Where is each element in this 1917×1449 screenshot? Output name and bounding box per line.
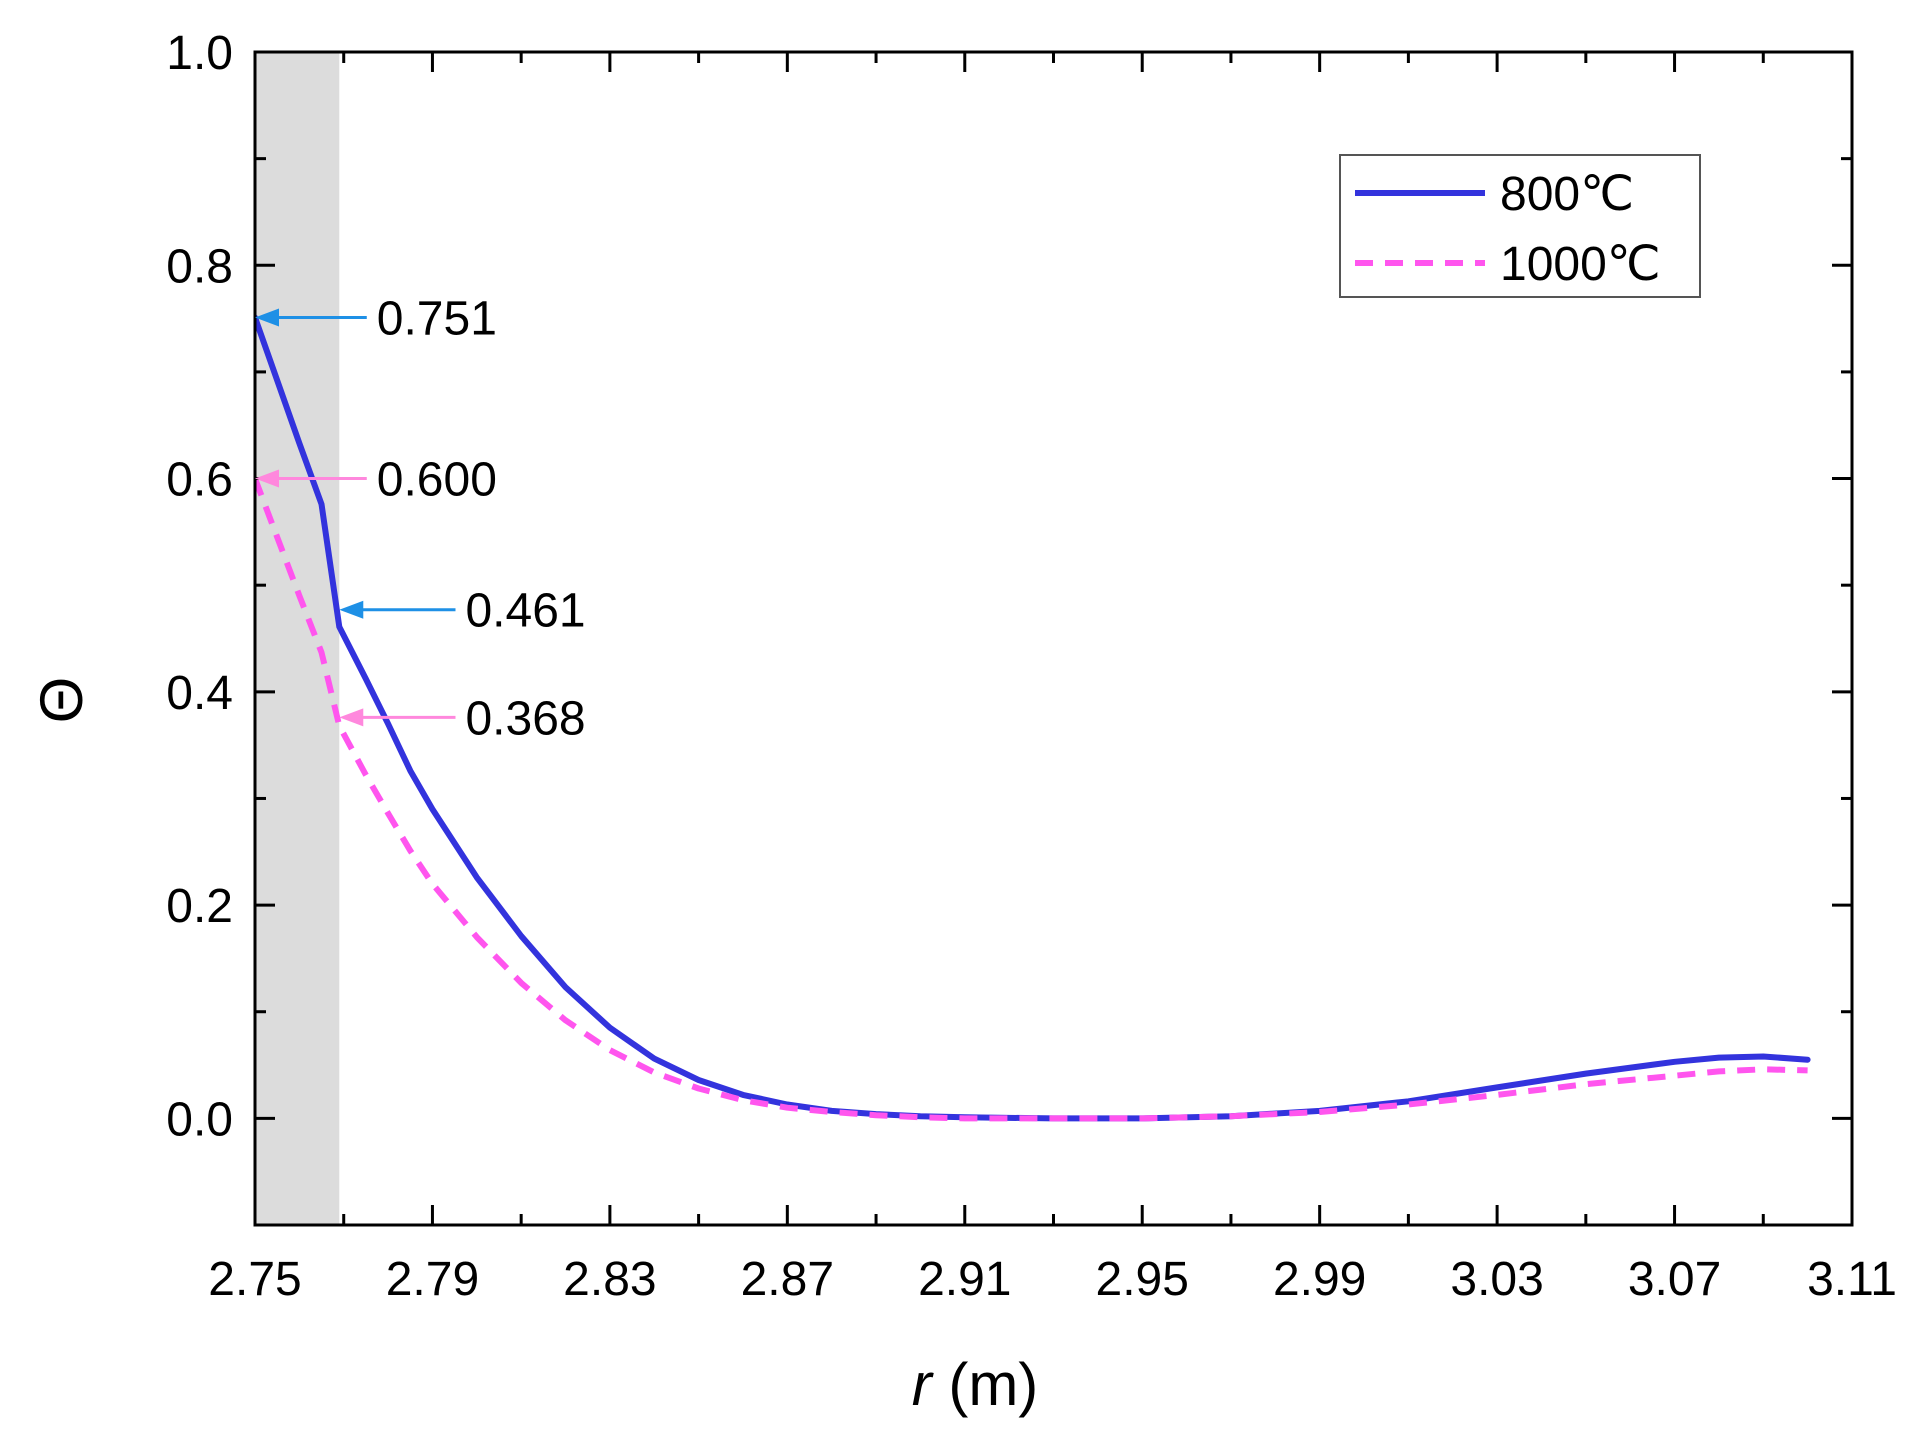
annotation-arrow-head-0 [255,308,279,327]
x-tick-label: 2.83 [563,1253,656,1306]
x-axis-variable: r [912,1351,934,1418]
x-tick-label: 2.99 [1273,1253,1366,1306]
x-tick-label: 2.91 [918,1253,1011,1306]
x-tick-label: 3.03 [1450,1253,1543,1306]
legend-label-0: 800℃ [1500,168,1634,221]
x-axis-title: r (m) [912,1351,1039,1418]
y-tick-label: 0.0 [166,1093,233,1146]
annotation-label-2: 0.461 [465,585,585,638]
y-tick-label: 0.2 [166,880,233,933]
x-tick-label: 2.87 [741,1253,834,1306]
x-tick-label: 3.07 [1628,1253,1721,1306]
annotation-label-0: 0.751 [377,293,497,346]
x-tick-label: 2.75 [208,1253,301,1306]
annotation-label-1: 0.600 [377,454,497,507]
shaded-region [255,52,340,1225]
annotation-layer: 0.751 0.600 0.461 0.368 [255,293,586,745]
series-line-0 [255,314,1811,1122]
x-axis-unit: (m) [932,1351,1039,1418]
y-tick-label: 0.8 [166,240,233,293]
y-tick-label: 0.4 [166,667,233,720]
series-line-1 [255,477,1808,1122]
annotation-label-3: 0.368 [465,692,585,745]
shaded-region-layer [255,52,340,1225]
legend-label-1: 1000℃ [1500,238,1661,291]
tick-layer: 2.75 2.79 2.83 2.87 2.91 2.95 2.99 3.03 3.07 3.11… [166,27,1897,1306]
series-layer [255,314,1811,1122]
x-tick-label: 3.11 [1807,1253,1897,1306]
y-tick-label: 1.0 [166,27,233,80]
legend-box [1339,154,1701,298]
x-tick-label: 2.95 [1096,1253,1189,1306]
y-axis-title: Θ [28,677,95,724]
y-tick-label: 0.6 [166,454,233,507]
annotation-arrow-head-2 [339,600,364,619]
legend: 800℃ 1000℃ [1339,154,1701,298]
x-tick-label: 2.79 [386,1253,479,1306]
annotation-arrow-head-1 [255,469,279,488]
annotation-arrow-head-3 [339,708,364,727]
